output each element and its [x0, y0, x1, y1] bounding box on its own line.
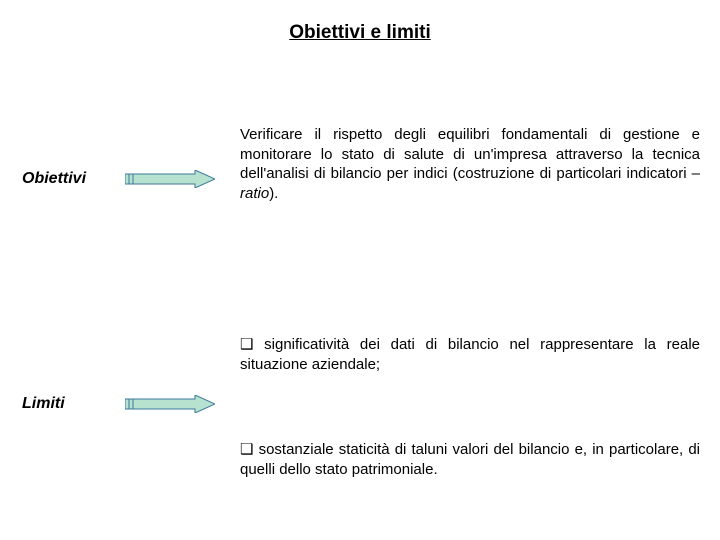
arrow-icon: [125, 395, 215, 413]
obiettivi-text-p2: ).: [269, 185, 278, 202]
arrow-icon: [125, 170, 215, 188]
obiettivi-text-italic: ratio: [240, 185, 269, 202]
label-obiettivi: Obiettivi: [22, 170, 86, 188]
limiti-item-2-text: sostanziale staticità di taluni valori d…: [240, 441, 700, 478]
page-title: Obiettivi e limiti: [0, 22, 720, 44]
bullet-icon: ❑: [240, 336, 253, 353]
limiti-item-2: ❑ sostanziale staticità di taluni valori…: [240, 440, 700, 479]
bullet-icon: ❑: [240, 441, 253, 458]
obiettivi-text-p1: Verificare il rispetto degli equilibri f…: [240, 126, 700, 182]
limiti-item-1-text: significatività dei dati di bilancio nel…: [240, 336, 700, 373]
obiettivi-text: Verificare il rispetto degli equilibri f…: [240, 125, 700, 203]
limiti-item-1: ❑ significatività dei dati di bilancio n…: [240, 335, 700, 374]
label-limiti: Limiti: [22, 395, 65, 413]
